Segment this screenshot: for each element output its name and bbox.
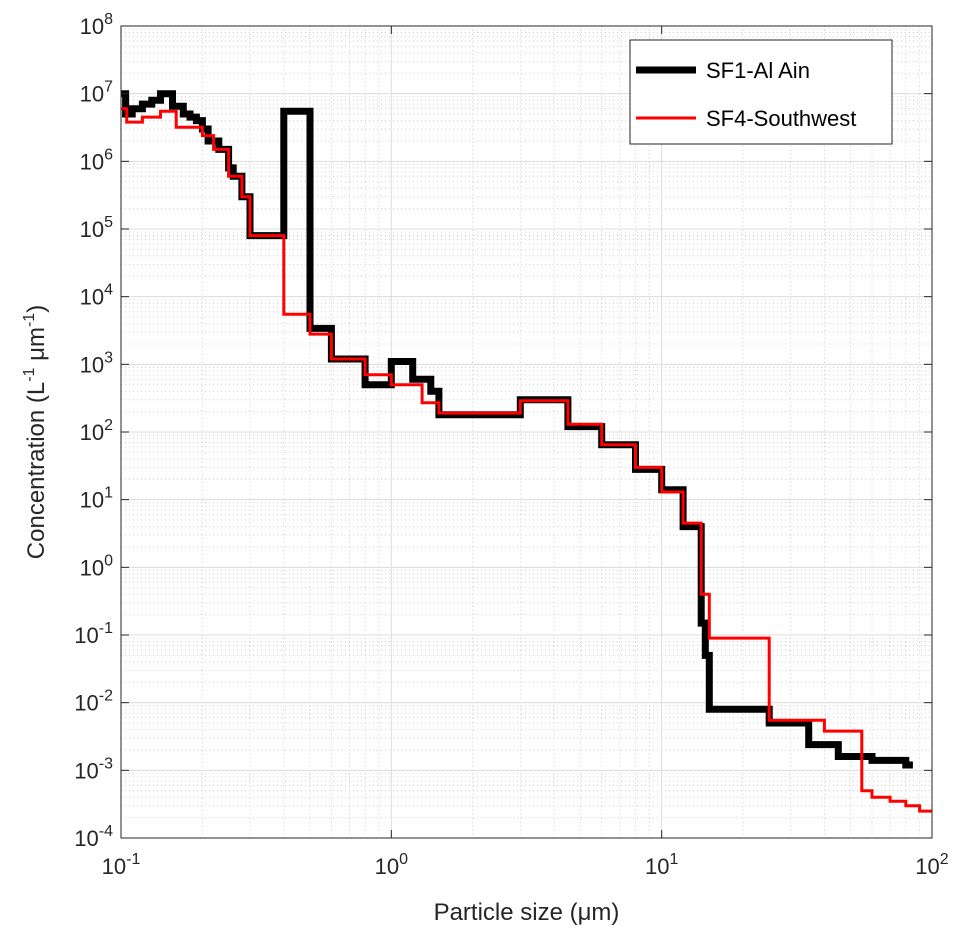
y-axis-title-base: Concentration (L — [23, 382, 50, 559]
y-tick-label-exponent: 3 — [104, 349, 113, 366]
y-axis-title-exp2: -1 — [21, 313, 38, 327]
y-tick-label-base: 10 — [74, 691, 98, 716]
y-tick-label-exponent: -1 — [99, 620, 113, 637]
y-tick-label: 100 — [80, 552, 113, 580]
x-tick-label-exponent: -1 — [126, 851, 140, 868]
y-tick-label: 103 — [80, 349, 113, 377]
y-tick-label-exponent: 8 — [104, 11, 113, 28]
y-tick-label-base: 10 — [74, 826, 98, 851]
y-tick-label-exponent: 4 — [104, 282, 113, 299]
y-tick-label: 10-3 — [74, 755, 113, 783]
y-tick-label-base: 10 — [74, 623, 98, 648]
y-tick-label-exponent: 2 — [104, 417, 113, 434]
legend-box — [629, 39, 893, 145]
y-tick-label-base: 10 — [80, 149, 104, 174]
y-tick-label-base: 10 — [80, 352, 104, 377]
series-layer — [121, 90, 932, 813]
y-tick-label-exponent: -3 — [99, 755, 113, 772]
y-tick-label-base: 10 — [80, 488, 104, 513]
y-tick-label: 108 — [80, 11, 113, 39]
y-tick-label-base: 10 — [80, 217, 104, 242]
y-tick-label-exponent: 7 — [104, 79, 113, 96]
x-axis-title-text: Particle size (μm) — [434, 899, 620, 926]
y-axis-title-end: ) — [23, 305, 50, 313]
legend-label-sf4: SF4-Southwest — [706, 106, 856, 131]
y-tick-label: 105 — [80, 214, 113, 242]
y-tick-label-exponent: 1 — [104, 485, 113, 502]
y-tick-label: 10-2 — [74, 688, 113, 716]
x-axis-title: Particle size (μm) — [434, 899, 620, 926]
y-tick-label: 107 — [80, 79, 113, 107]
y-tick-label-base: 10 — [74, 758, 98, 783]
x-tick-label-exponent: 1 — [669, 851, 678, 868]
x-tick-label-exponent: 2 — [940, 851, 949, 868]
y-tick-label-base: 10 — [80, 555, 104, 580]
y-tick-label: 101 — [80, 485, 113, 513]
y-tick-label: 10-4 — [74, 823, 113, 851]
series-line-sf4 — [121, 107, 932, 813]
y-tick-label-exponent: 6 — [104, 146, 113, 163]
axis-ticks — [120, 25, 933, 839]
y-axis-title: Concentration (L-1 μm-1) — [21, 305, 50, 559]
legend-label-sf1: SF1-Al Ain — [706, 58, 810, 83]
x-tick-label-base: 10 — [375, 854, 399, 879]
y-tick-label: 104 — [80, 282, 113, 310]
y-tick-label-base: 10 — [80, 14, 104, 39]
x-tick-label-exponent: 0 — [399, 851, 408, 868]
x-tick-label-base: 10 — [645, 854, 669, 879]
tick-labels: 10-1 100 101 10210-410-310-210-110010110210… — [74, 11, 949, 879]
x-tick-label: 102 — [915, 851, 948, 879]
legend: SF1-Al Ain SF4-Southwest — [629, 39, 893, 145]
y-tick-label-exponent: 0 — [104, 552, 113, 569]
x-tick-label: 100 — [375, 851, 408, 879]
x-tick-label: 10-1 — [102, 851, 141, 879]
y-tick-label-base: 10 — [80, 420, 104, 445]
y-axis-title-exp1: -1 — [21, 367, 38, 381]
x-tick-label-base: 10 — [102, 854, 126, 879]
y-tick-label: 106 — [80, 146, 113, 174]
y-tick-label: 10-1 — [74, 620, 113, 648]
y-tick-label-base: 10 — [80, 285, 104, 310]
y-tick-label-exponent: 5 — [104, 214, 113, 231]
x-tick-label-base: 10 — [915, 854, 939, 879]
y-tick-label-exponent: -4 — [99, 823, 113, 840]
y-tick-label-exponent: -2 — [99, 688, 113, 705]
y-tick-label: 102 — [80, 417, 113, 445]
y-tick-label-base: 10 — [80, 82, 104, 107]
x-tick-label: 101 — [645, 851, 678, 879]
y-axis-title-unit: μm — [23, 327, 50, 368]
